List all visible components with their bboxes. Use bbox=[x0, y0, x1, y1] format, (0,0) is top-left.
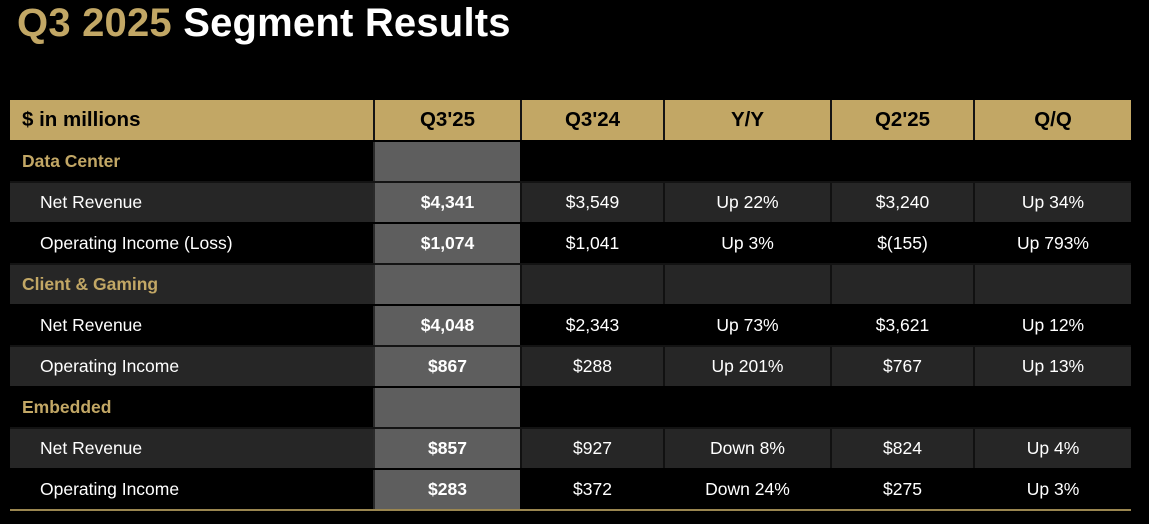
cell-q3-25 bbox=[373, 142, 520, 181]
table-row-data-center-net-revenue: Net Revenue $4,341 $3,549 Up 22% $3,240 … bbox=[10, 181, 1131, 222]
cell-q3-24: $927 bbox=[520, 429, 663, 468]
cell-q3-24 bbox=[520, 142, 663, 181]
cell-yy: Down 24% bbox=[663, 470, 830, 509]
section-label: Data Center bbox=[22, 151, 121, 171]
cell-yy: Up 22% bbox=[663, 183, 830, 222]
cell-q2-25: $275 bbox=[830, 470, 973, 509]
cell-q3-25: $857 bbox=[373, 429, 520, 468]
cell-qq: Up 793% bbox=[973, 224, 1131, 263]
cell-qq bbox=[973, 265, 1131, 304]
cell-qq: Up 34% bbox=[973, 183, 1131, 222]
table-row-data-center-operating-income: Operating Income (Loss) $1,074 $1,041 Up… bbox=[10, 222, 1131, 263]
cell-metric-label: Net Revenue bbox=[40, 438, 143, 458]
table-row-embedded-net-revenue: Net Revenue $857 $927 Down 8% $824 Up 4% bbox=[10, 427, 1131, 468]
cell-q3-25: $867 bbox=[373, 347, 520, 386]
cell-q3-25: $283 bbox=[373, 470, 520, 509]
table-row-client-gaming-net-revenue: Net Revenue $4,048 $2,343 Up 73% $3,621 … bbox=[10, 304, 1131, 345]
section-row-client-gaming: Client & Gaming bbox=[10, 263, 1131, 304]
cell-metric-label: Operating Income bbox=[40, 356, 180, 376]
cell-q3-24: $288 bbox=[520, 347, 663, 386]
cell-q3-25: $4,048 bbox=[373, 306, 520, 345]
cell-yy bbox=[663, 265, 830, 304]
cell-q2-25 bbox=[830, 265, 973, 304]
cell-yy: Up 3% bbox=[663, 224, 830, 263]
cell-q2-25: $(155) bbox=[830, 224, 973, 263]
cell-qq bbox=[973, 388, 1131, 427]
cell-qq: Up 12% bbox=[973, 306, 1131, 345]
cell-q2-25: $824 bbox=[830, 429, 973, 468]
cell-q3-24: $1,041 bbox=[520, 224, 663, 263]
cell-metric-label: Net Revenue bbox=[40, 192, 143, 212]
cell-yy bbox=[663, 388, 830, 427]
cell-q3-25 bbox=[373, 265, 520, 304]
title-quarter: Q3 2025 bbox=[17, 1, 172, 45]
cell-q3-24: $2,343 bbox=[520, 306, 663, 345]
cell-q3-24: $372 bbox=[520, 470, 663, 509]
section-label: Client & Gaming bbox=[22, 274, 159, 294]
cell-qq bbox=[973, 142, 1131, 181]
cell-q3-24 bbox=[520, 265, 663, 304]
cell-q2-25 bbox=[830, 388, 973, 427]
page-title: Q3 2025 Segment Results bbox=[17, 0, 511, 46]
table-row-client-gaming-operating-income: Operating Income $867 $288 Up 201% $767 … bbox=[10, 345, 1131, 386]
cell-qq: Up 3% bbox=[973, 470, 1131, 509]
cell-q3-24: $3,549 bbox=[520, 183, 663, 222]
cell-q2-25: $767 bbox=[830, 347, 973, 386]
cell-yy: Up 73% bbox=[663, 306, 830, 345]
cell-yy: Down 8% bbox=[663, 429, 830, 468]
cell-q3-25: $4,341 bbox=[373, 183, 520, 222]
cell-yy bbox=[663, 142, 830, 181]
header-unit-label: $ in millions bbox=[22, 108, 141, 131]
table-row-embedded-operating-income: Operating Income $283 $372 Down 24% $275… bbox=[10, 468, 1131, 509]
header-col-yy: Y/Y bbox=[663, 100, 830, 140]
header-col-qq: Q/Q bbox=[973, 100, 1131, 140]
segment-results-table: $ in millions Q3'25 Q3'24 Y/Y Q2'25 Q/Q … bbox=[10, 100, 1131, 511]
title-text: Segment Results bbox=[183, 1, 511, 45]
cell-qq: Up 4% bbox=[973, 429, 1131, 468]
cell-metric-label: Operating Income (Loss) bbox=[40, 233, 233, 253]
cell-qq: Up 13% bbox=[973, 347, 1131, 386]
header-col-q3-24: Q3'24 bbox=[520, 100, 663, 140]
cell-metric-label: Operating Income bbox=[40, 479, 180, 499]
cell-q2-25: $3,621 bbox=[830, 306, 973, 345]
cell-yy: Up 201% bbox=[663, 347, 830, 386]
section-row-data-center: Data Center bbox=[10, 140, 1131, 181]
cell-q2-25 bbox=[830, 142, 973, 181]
cell-q3-25 bbox=[373, 388, 520, 427]
header-col-q2-25: Q2'25 bbox=[830, 100, 973, 140]
section-label: Embedded bbox=[22, 397, 112, 417]
cell-q2-25: $3,240 bbox=[830, 183, 973, 222]
header-col-q3-25: Q3'25 bbox=[373, 100, 520, 140]
cell-q3-24 bbox=[520, 388, 663, 427]
cell-metric-label: Net Revenue bbox=[40, 315, 143, 335]
table-header-row: $ in millions Q3'25 Q3'24 Y/Y Q2'25 Q/Q bbox=[10, 100, 1131, 140]
section-row-embedded: Embedded bbox=[10, 386, 1131, 427]
cell-q3-25: $1,074 bbox=[373, 224, 520, 263]
